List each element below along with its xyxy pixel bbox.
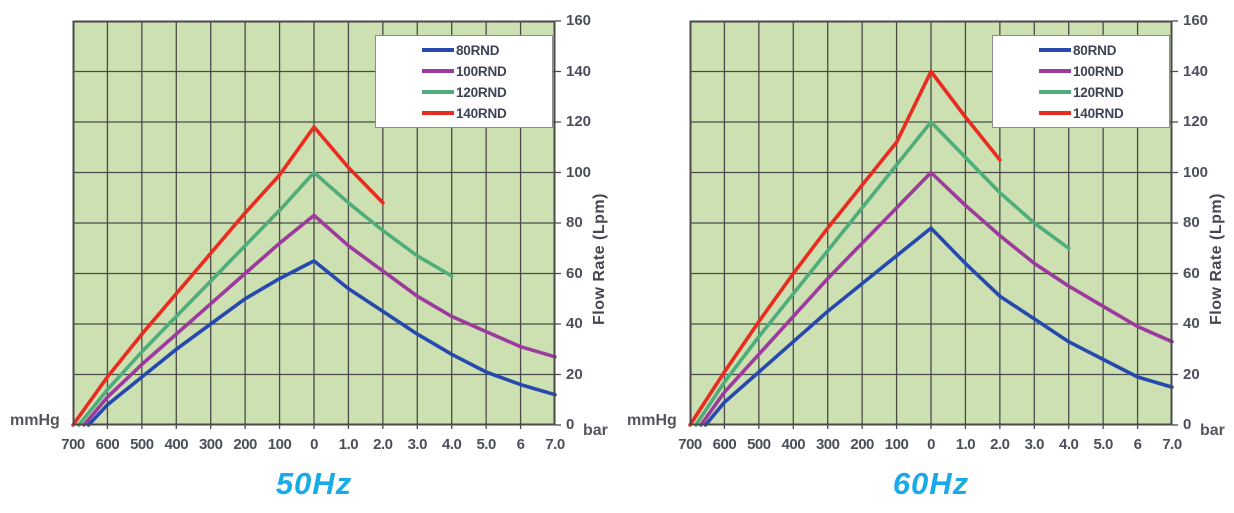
x-tick-label: 300	[198, 436, 223, 453]
series-line-140rnd	[71, 125, 385, 427]
x-tick-label: 200	[233, 436, 257, 453]
legend-item-120rnd: 120RND	[376, 83, 552, 101]
x-tick-label: 3.0	[407, 436, 428, 453]
chart-50hz: 700 600 500 400 300 200 100 0 1.0 2.0 3.0 4.0 5.0 6 7.…	[10, 12, 608, 501]
x-tick-label: 200	[850, 436, 874, 453]
x-tick-label: 100	[267, 436, 292, 453]
x-tick-label: 1.0	[955, 436, 976, 453]
legend-60hz: 80RND 100RND 120RND 140RND	[992, 35, 1170, 128]
series-line-100rnd	[699, 170, 1174, 427]
series-line-120rnd	[694, 120, 1071, 427]
legend-label: 140RND	[1073, 105, 1124, 121]
legend-item-80rnd: 80RND	[993, 41, 1169, 59]
x-tick-label: 300	[815, 436, 840, 453]
y-axis-title-flow-rate: Flow Rate (Lpm)	[1208, 193, 1225, 325]
series-line-80rnd	[703, 226, 1174, 427]
y-tick-label: 0	[1183, 416, 1192, 433]
legend-label: 120RND	[1073, 84, 1124, 100]
legend-item-100rnd: 100RND	[376, 62, 552, 80]
legend-line-swatch	[1039, 48, 1071, 52]
x-tick-label: 700	[61, 436, 85, 453]
y-tick-label: 120	[1183, 113, 1209, 130]
y-tick-label: 60	[566, 264, 583, 282]
y-tick-label: 80	[1183, 214, 1200, 231]
x-axis-unit-mmhg-label: mmHg	[10, 412, 60, 429]
series-line-100rnd	[82, 213, 557, 427]
series-line-80rnd	[86, 259, 557, 427]
x-tick-label: 3.0	[1024, 436, 1045, 453]
x-tick-label: 0	[927, 436, 935, 453]
y-tick-label: 140	[1183, 62, 1209, 80]
legend-label: 140RND	[456, 105, 507, 121]
legend-line-swatch	[1039, 111, 1071, 115]
y-tick-label: 100	[1183, 163, 1209, 181]
legend-label: 80RND	[1073, 42, 1117, 58]
chart-title-50hz: 50Hz	[275, 466, 353, 501]
legend-line-swatch	[1039, 69, 1071, 73]
legend-line-swatch	[422, 69, 454, 73]
plot-border	[72, 20, 556, 426]
series-line-120rnd	[77, 170, 454, 427]
y-tick-label: 20	[566, 365, 583, 383]
legend-item-140rnd: 140RND	[376, 104, 552, 122]
y-tick-label: 0	[566, 416, 575, 433]
x-tick-label: 600	[712, 436, 737, 453]
x-tick-label: 0	[310, 436, 318, 453]
x-axis-unit-mmhg-label: mmHg	[627, 412, 677, 429]
y-tick-label: 20	[1183, 365, 1200, 383]
y-tick-label: 100	[566, 163, 592, 181]
chart-60hz: 700 600 500 400 300 200 100 0 1.0 2.0 3.0 4.0 5.0 6 7.…	[617, 0, 1234, 513]
y-tick-label: 60	[1183, 264, 1200, 282]
legend-item-100rnd: 100RND	[993, 62, 1169, 80]
legend-label: 100RND	[1073, 63, 1124, 79]
x-tick-label: 700	[678, 436, 702, 453]
x-tick-label: 600	[95, 436, 120, 453]
legend-label: 100RND	[456, 63, 507, 79]
legend-item-120rnd: 120RND	[993, 83, 1169, 101]
legend-line-swatch	[422, 48, 454, 52]
x-tick-label: 1.0	[338, 436, 359, 453]
x-tick-label: 6	[1133, 436, 1142, 453]
legend-50hz: 80RND 100RND 120RND 140RND	[375, 35, 553, 128]
x-tick-label: 6	[516, 436, 525, 453]
y-axis-title-flow-rate: Flow Rate (Lpm)	[591, 193, 608, 325]
x-tick-label: 7.0	[545, 436, 565, 453]
x-tick-label: 100	[884, 436, 909, 453]
y-tick-label: 80	[566, 214, 583, 231]
x-tick-label: 4.0	[442, 436, 462, 453]
x-axis-unit-bar-label: bar	[1200, 422, 1225, 439]
legend-line-swatch	[422, 111, 454, 115]
legend-item-140rnd: 140RND	[993, 104, 1169, 122]
chart-title-60hz: 60Hz	[892, 466, 970, 501]
y-tick-label: 120	[566, 113, 592, 130]
x-tick-label: 5.0	[1093, 436, 1113, 453]
x-tick-label: 5.0	[476, 436, 496, 453]
x-tick-label: 4.0	[1059, 436, 1079, 453]
legend-label: 120RND	[456, 84, 507, 100]
plot-border	[689, 20, 1173, 426]
x-tick-label: 500	[747, 436, 771, 453]
x-tick-label: 500	[130, 436, 154, 453]
legend-item-80rnd: 80RND	[376, 41, 552, 59]
x-tick-label: 7.0	[1162, 436, 1182, 453]
legend-line-swatch	[422, 90, 454, 94]
y-tick-label: 140	[566, 62, 592, 80]
x-tick-label: 400	[164, 436, 189, 453]
y-tick-label: 160	[566, 12, 592, 29]
x-tick-label: 400	[781, 436, 806, 453]
series-line-140rnd	[688, 69, 1002, 427]
x-tick-label: 2.0	[990, 436, 1010, 453]
legend-line-swatch	[1039, 90, 1071, 94]
legend-label: 80RND	[456, 42, 500, 58]
x-axis-unit-bar-label: bar	[583, 422, 608, 439]
y-tick-label: 160	[1183, 12, 1209, 29]
y-tick-label: 40	[1183, 315, 1200, 332]
y-tick-label: 40	[566, 315, 583, 332]
x-tick-label: 2.0	[373, 436, 393, 453]
